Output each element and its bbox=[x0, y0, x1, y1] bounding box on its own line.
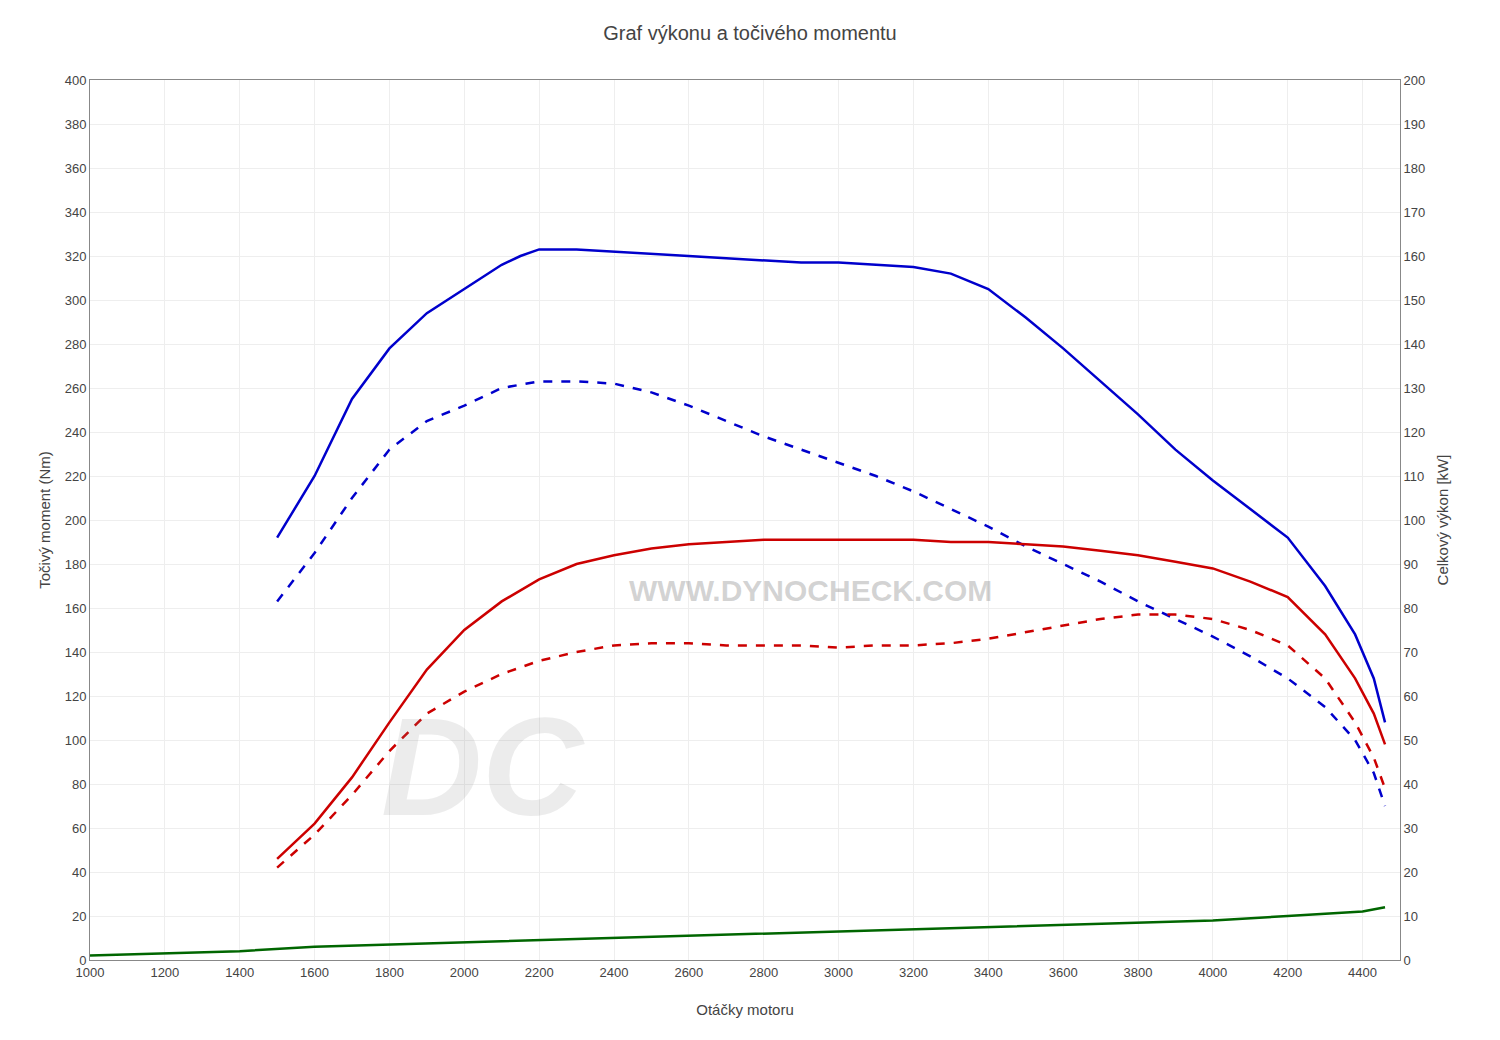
svg-text:Otáčky motoru: Otáčky motoru bbox=[696, 1001, 794, 1018]
svg-text:1600: 1600 bbox=[300, 965, 329, 980]
svg-text:180: 180 bbox=[65, 557, 87, 572]
svg-text:10: 10 bbox=[1404, 909, 1418, 924]
svg-text:60: 60 bbox=[72, 821, 86, 836]
svg-text:340: 340 bbox=[65, 205, 87, 220]
svg-text:2800: 2800 bbox=[749, 965, 778, 980]
svg-text:40: 40 bbox=[72, 865, 86, 880]
svg-text:40: 40 bbox=[1404, 777, 1418, 792]
svg-text:120: 120 bbox=[1404, 425, 1426, 440]
svg-text:160: 160 bbox=[1404, 249, 1426, 264]
svg-text:2000: 2000 bbox=[450, 965, 479, 980]
svg-text:1200: 1200 bbox=[150, 965, 179, 980]
svg-text:200: 200 bbox=[65, 513, 87, 528]
svg-text:30: 30 bbox=[1404, 821, 1418, 836]
svg-text:200: 200 bbox=[1404, 73, 1426, 88]
svg-text:0: 0 bbox=[79, 953, 86, 968]
svg-text:2200: 2200 bbox=[525, 965, 554, 980]
svg-text:4200: 4200 bbox=[1273, 965, 1302, 980]
svg-text:1000: 1000 bbox=[76, 965, 105, 980]
svg-text:1800: 1800 bbox=[375, 965, 404, 980]
svg-text:80: 80 bbox=[1404, 601, 1418, 616]
svg-text:110: 110 bbox=[1404, 469, 1425, 484]
svg-text:150: 150 bbox=[1404, 293, 1426, 308]
svg-text:280: 280 bbox=[65, 337, 87, 352]
svg-text:Celkový výkon [kW]: Celkový výkon [kW] bbox=[1434, 455, 1451, 586]
svg-text:100: 100 bbox=[65, 733, 87, 748]
svg-text:Graf výkonu a točivého momentu: Graf výkonu a točivého momentu bbox=[603, 22, 896, 44]
svg-text:3200: 3200 bbox=[899, 965, 928, 980]
svg-text:4000: 4000 bbox=[1198, 965, 1227, 980]
svg-text:20: 20 bbox=[1404, 865, 1418, 880]
svg-text:190: 190 bbox=[1404, 117, 1426, 132]
svg-text:320: 320 bbox=[65, 249, 87, 264]
svg-text:2400: 2400 bbox=[600, 965, 629, 980]
svg-text:1400: 1400 bbox=[225, 965, 254, 980]
svg-text:4400: 4400 bbox=[1348, 965, 1377, 980]
svg-text:WWW.DYNOCHECK.COM: WWW.DYNOCHECK.COM bbox=[629, 574, 992, 607]
svg-text:70: 70 bbox=[1404, 645, 1418, 660]
svg-text:300: 300 bbox=[65, 293, 87, 308]
svg-text:120: 120 bbox=[65, 689, 87, 704]
svg-text:Točivý moment (Nm): Točivý moment (Nm) bbox=[36, 451, 53, 589]
svg-text:100: 100 bbox=[1404, 513, 1426, 528]
svg-text:180: 180 bbox=[1404, 161, 1426, 176]
svg-text:380: 380 bbox=[65, 117, 87, 132]
svg-text:140: 140 bbox=[1404, 337, 1426, 352]
svg-text:80: 80 bbox=[72, 777, 86, 792]
svg-text:3000: 3000 bbox=[824, 965, 853, 980]
svg-text:160: 160 bbox=[65, 601, 87, 616]
svg-text:400: 400 bbox=[65, 73, 87, 88]
svg-text:3400: 3400 bbox=[974, 965, 1003, 980]
svg-text:DC: DC bbox=[381, 688, 585, 845]
svg-text:90: 90 bbox=[1404, 557, 1418, 572]
svg-text:50: 50 bbox=[1404, 733, 1418, 748]
svg-text:3800: 3800 bbox=[1124, 965, 1153, 980]
svg-text:130: 130 bbox=[1404, 381, 1426, 396]
svg-text:2600: 2600 bbox=[674, 965, 703, 980]
svg-text:170: 170 bbox=[1404, 205, 1426, 220]
svg-text:140: 140 bbox=[65, 645, 87, 660]
svg-text:360: 360 bbox=[65, 161, 87, 176]
svg-text:240: 240 bbox=[65, 425, 87, 440]
svg-text:0: 0 bbox=[1404, 953, 1411, 968]
svg-text:3600: 3600 bbox=[1049, 965, 1078, 980]
svg-text:260: 260 bbox=[65, 381, 87, 396]
svg-text:60: 60 bbox=[1404, 689, 1418, 704]
svg-text:220: 220 bbox=[65, 469, 87, 484]
svg-text:20: 20 bbox=[72, 909, 86, 924]
